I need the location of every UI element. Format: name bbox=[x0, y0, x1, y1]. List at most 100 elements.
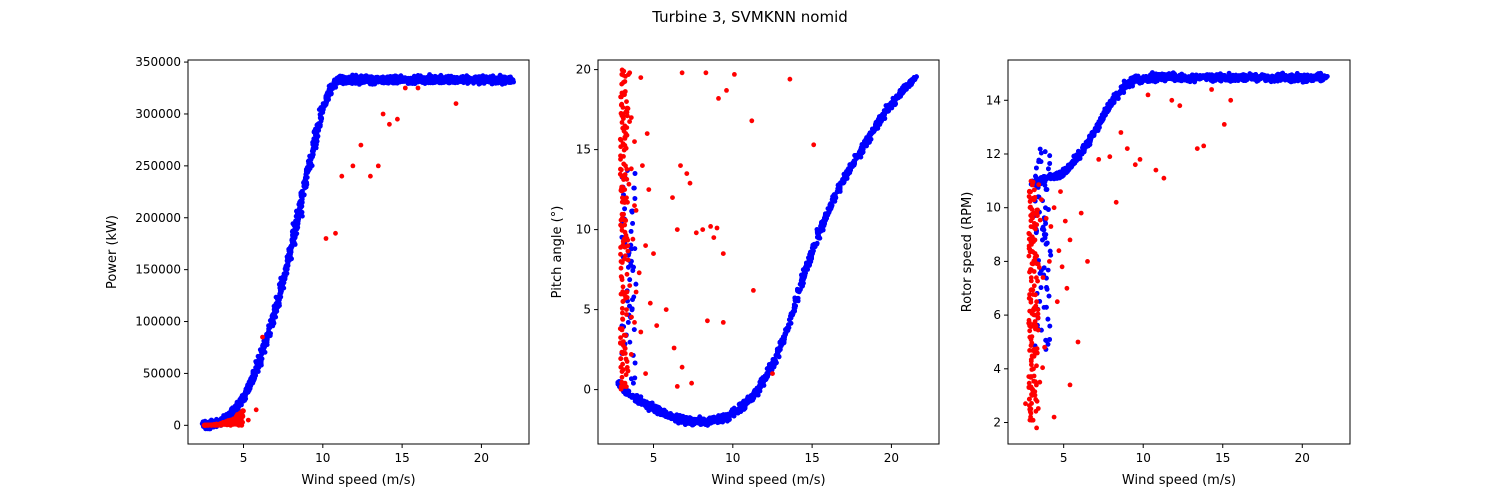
anomaly-point bbox=[694, 230, 699, 235]
normal-series-1 bbox=[200, 72, 516, 431]
anomaly-point bbox=[624, 307, 629, 312]
normal-point bbox=[628, 340, 633, 345]
anomaly-point bbox=[211, 422, 216, 427]
normal-point bbox=[491, 73, 496, 78]
anomaly-point bbox=[704, 70, 709, 75]
normal-point bbox=[706, 417, 711, 422]
normal-point bbox=[833, 192, 838, 197]
anomaly-series-1 bbox=[202, 86, 459, 428]
x-tick-label: 10 bbox=[725, 451, 740, 465]
normal-point bbox=[649, 406, 654, 411]
normal-point bbox=[242, 396, 247, 401]
anomaly-point bbox=[621, 299, 626, 304]
normal-point bbox=[867, 135, 872, 140]
anomaly-point bbox=[640, 163, 645, 168]
normal-point bbox=[831, 197, 836, 202]
normal-point bbox=[742, 402, 747, 407]
anomaly-point bbox=[638, 75, 643, 80]
normal-point bbox=[881, 113, 886, 118]
normal-point bbox=[815, 227, 820, 232]
normal-point bbox=[809, 256, 814, 261]
y-tick-label: 50000 bbox=[143, 366, 181, 380]
normal-point bbox=[627, 277, 632, 282]
normal-point bbox=[433, 74, 438, 79]
anomaly-point bbox=[623, 218, 628, 223]
normal-point bbox=[787, 317, 792, 322]
normal-point bbox=[630, 297, 635, 302]
anomaly-point bbox=[716, 96, 721, 101]
normal-point bbox=[320, 110, 325, 115]
normal-point bbox=[253, 365, 258, 370]
normal-point bbox=[781, 339, 786, 344]
normal-point bbox=[800, 278, 805, 283]
anomaly-point bbox=[620, 120, 625, 125]
normal-point bbox=[283, 271, 288, 276]
anomaly-point bbox=[221, 421, 226, 426]
anomaly-point bbox=[235, 422, 240, 427]
normal-point bbox=[690, 420, 695, 425]
normal-point bbox=[719, 419, 724, 424]
anomaly-point bbox=[675, 384, 680, 389]
normal-point bbox=[257, 359, 262, 364]
y-tick-label: 200000 bbox=[135, 211, 181, 225]
normal-point bbox=[328, 87, 333, 92]
normal-point bbox=[807, 262, 812, 267]
anomaly-point bbox=[621, 73, 626, 78]
normal-point bbox=[634, 282, 639, 287]
normal-point bbox=[283, 277, 288, 282]
anomaly-point bbox=[632, 203, 637, 208]
normal-point bbox=[847, 168, 852, 173]
x-tick-label: 20 bbox=[884, 451, 899, 465]
anomaly-point bbox=[625, 200, 630, 205]
anomaly-point bbox=[231, 416, 236, 421]
normal-point bbox=[633, 196, 638, 201]
anomaly-point bbox=[638, 330, 643, 335]
normal-point bbox=[452, 77, 457, 82]
normal-point bbox=[675, 418, 680, 423]
anomaly-point bbox=[688, 181, 693, 186]
anomaly-point bbox=[670, 195, 675, 200]
anomaly-point bbox=[632, 320, 637, 325]
anomaly-point bbox=[623, 163, 628, 168]
y-tick-label: 100000 bbox=[135, 315, 181, 329]
anomaly-point bbox=[621, 284, 626, 289]
anomaly-point bbox=[689, 381, 694, 386]
anomaly-point bbox=[629, 315, 634, 320]
anomaly-point bbox=[416, 86, 421, 91]
anomaly-point bbox=[619, 266, 624, 271]
anomaly-point bbox=[680, 365, 685, 370]
normal-point bbox=[305, 175, 310, 180]
normal-point bbox=[713, 419, 718, 424]
normal-point bbox=[786, 322, 791, 327]
anomaly-point bbox=[624, 312, 629, 317]
normal-point bbox=[626, 320, 631, 325]
x-tick-label: 15 bbox=[394, 451, 409, 465]
y-tick-label: 0 bbox=[583, 383, 591, 397]
normal-point bbox=[376, 77, 381, 82]
anomaly-point bbox=[333, 231, 338, 236]
normal-point bbox=[369, 77, 374, 82]
normal-point bbox=[829, 206, 834, 211]
anomaly-point bbox=[751, 288, 756, 293]
anomaly-point bbox=[454, 101, 459, 106]
normal-point bbox=[802, 273, 807, 278]
y-tick-label: 350000 bbox=[135, 55, 181, 69]
anomaly-point bbox=[619, 138, 624, 143]
normal-point bbox=[331, 83, 336, 88]
normal-point bbox=[791, 310, 796, 315]
normal-point bbox=[772, 361, 777, 366]
anomaly-point bbox=[675, 227, 680, 232]
normal-point bbox=[424, 76, 429, 81]
normal-point bbox=[300, 189, 305, 194]
normal-point bbox=[294, 214, 299, 219]
normal-point bbox=[723, 418, 728, 423]
normal-point bbox=[295, 226, 300, 231]
anomaly-point bbox=[684, 171, 689, 176]
normal-point bbox=[796, 296, 801, 301]
normal-point bbox=[258, 355, 263, 360]
anomaly-point bbox=[618, 326, 623, 331]
normal-point bbox=[802, 267, 807, 272]
normal-point bbox=[762, 377, 767, 382]
